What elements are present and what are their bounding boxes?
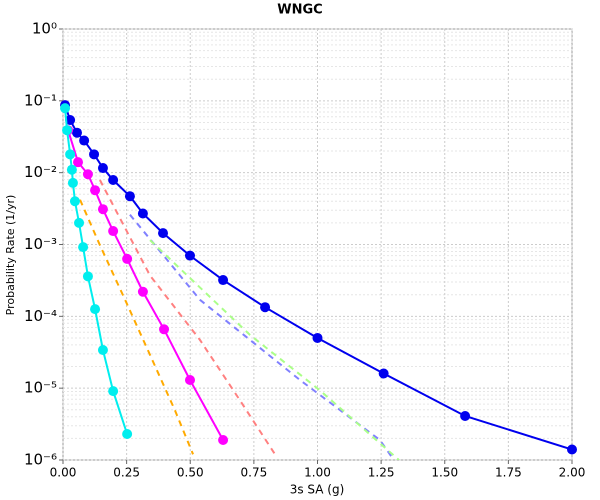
y-tick-label: 10⁻⁴ (24, 307, 57, 325)
x-tick-label: 0.25 (113, 466, 140, 480)
data-point (122, 253, 133, 264)
y-tick-label: 10⁻¹ (24, 91, 57, 109)
data-point (78, 242, 89, 253)
series-line (99, 179, 276, 455)
x-tick-label: 0.50 (177, 466, 204, 480)
data-point (97, 344, 108, 355)
data-point (218, 275, 229, 286)
data-point (69, 196, 80, 207)
x-axis-label: 3s SA (g) (290, 483, 345, 497)
data-point (124, 191, 135, 202)
data-point (73, 157, 84, 168)
data-point (137, 286, 148, 297)
x-tick-label: 1.75 (495, 466, 522, 480)
data-point (62, 125, 73, 136)
data-point (378, 368, 389, 379)
y-tick-label: 10⁰ (32, 20, 57, 38)
data-point (567, 444, 577, 455)
y-tick-label: 10⁻⁵ (24, 379, 57, 397)
data-point (82, 169, 93, 180)
data-point (159, 324, 170, 335)
data-point (97, 163, 108, 174)
data-point (460, 410, 471, 421)
data-point (108, 226, 119, 237)
y-tick-label: 10⁻² (24, 163, 57, 181)
data-point (89, 149, 100, 160)
data-point (82, 271, 93, 282)
y-axis-label: Probability Rate (1/yr) (4, 195, 17, 316)
x-tick-label: 0.00 (50, 466, 77, 480)
data-point (260, 302, 271, 313)
data-point (108, 386, 119, 397)
data-point (312, 332, 323, 343)
x-tick-label: 1.50 (431, 466, 458, 480)
data-point (65, 115, 76, 126)
data-point (67, 177, 78, 188)
data-point (60, 103, 71, 114)
data-point (158, 228, 169, 239)
data-point (65, 149, 76, 160)
y-tick-label: 10⁻⁶ (24, 451, 57, 469)
data-point (90, 185, 101, 196)
series-line (149, 239, 400, 460)
data-point (97, 204, 108, 215)
data-point (218, 434, 229, 445)
data-point (184, 374, 195, 385)
x-tick-label: 0.75 (241, 466, 268, 480)
data-point (90, 304, 101, 315)
data-point (71, 127, 82, 138)
data-point (122, 429, 133, 440)
data-point (79, 135, 90, 146)
x-tick-label: 1.00 (304, 466, 331, 480)
chart-title: WNGC (277, 3, 322, 18)
data-point (66, 164, 77, 175)
y-tick-label: 10⁻³ (24, 235, 57, 253)
data-point (137, 208, 148, 219)
x-tick-label: 2.00 (559, 466, 586, 480)
data-point (108, 175, 119, 186)
x-tick-label: 1.25 (368, 466, 395, 480)
data-point (74, 217, 85, 228)
data-point (184, 250, 195, 261)
